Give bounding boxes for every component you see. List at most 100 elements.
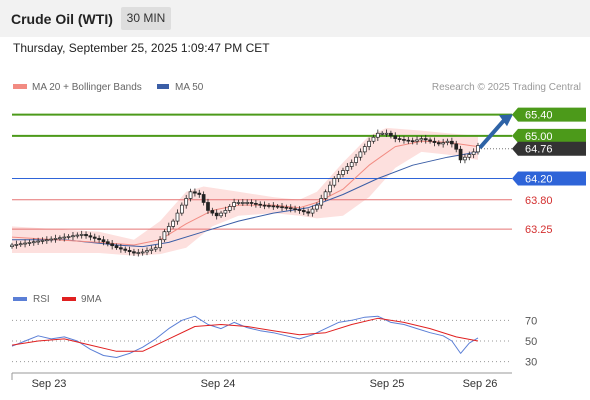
candle	[410, 137, 415, 145]
candle-body	[362, 146, 367, 153]
candle	[476, 142, 480, 155]
candle	[389, 130, 393, 139]
level-label-64.20: 64.20	[512, 171, 586, 186]
candle	[284, 204, 289, 211]
candle	[27, 239, 32, 246]
candle-body	[432, 140, 437, 143]
candle	[471, 148, 476, 159]
ma50-legend-label: MA 50	[175, 82, 204, 93]
candle-body	[114, 245, 119, 249]
candle	[236, 199, 241, 206]
projection-arrow-head	[499, 114, 513, 127]
instrument-title: Crude Oil (WTI)	[11, 11, 113, 27]
candle-body	[58, 237, 62, 240]
x-tick-label: Sep 25	[370, 378, 405, 390]
candle	[184, 194, 189, 209]
candle	[249, 199, 254, 207]
ma20-legend-label: MA 20 + Bollinger Bands	[32, 82, 142, 93]
candle	[188, 188, 193, 202]
candle-body	[445, 140, 450, 143]
ma50-legend-swatch	[157, 84, 169, 89]
credit-label: Research © 2025 Trading Central	[432, 82, 581, 93]
rsi-chart: 70 50 30	[11, 315, 537, 369]
candle-body	[288, 207, 293, 210]
candle	[18, 241, 23, 247]
candle-body	[458, 148, 463, 161]
candle	[406, 136, 411, 144]
timestamp: Thursday, September 25, 2025 1:09:47 PM …	[13, 41, 270, 55]
candle-body	[319, 198, 324, 206]
candle-body	[258, 203, 263, 206]
candle-body	[393, 135, 398, 139]
candle	[454, 140, 459, 153]
x-tick-label: Sep 24	[201, 378, 236, 390]
candle-body	[201, 194, 206, 203]
candle-body	[84, 234, 88, 237]
candle-body	[402, 139, 406, 141]
candle-body	[40, 240, 45, 242]
candle-body	[166, 226, 171, 233]
candle-body	[140, 251, 145, 254]
candle-body	[349, 162, 354, 167]
candle-body	[49, 238, 54, 241]
candle	[10, 242, 14, 249]
bollinger-band	[12, 127, 478, 256]
candle-body	[175, 212, 180, 222]
candle-body	[375, 132, 380, 138]
candle-body	[193, 191, 197, 194]
candle	[450, 137, 454, 148]
candle	[145, 247, 149, 256]
candle	[384, 129, 389, 137]
candle	[245, 199, 250, 206]
candle-body	[97, 238, 101, 241]
candle-body	[389, 132, 393, 137]
candle-body	[119, 247, 123, 250]
candle	[275, 204, 280, 209]
candle	[306, 208, 310, 217]
rsi-ma-legend-swatch	[62, 297, 76, 301]
projection-arrow-shaft	[479, 118, 506, 149]
rsi-line	[11, 315, 479, 358]
candle-body	[44, 239, 49, 242]
candle	[232, 198, 236, 211]
candle	[419, 135, 424, 143]
candle-body	[284, 206, 289, 209]
candle	[53, 234, 58, 243]
candle	[227, 204, 232, 213]
candle-body	[14, 244, 19, 246]
candle	[254, 199, 258, 208]
candle	[201, 191, 206, 206]
candle-body	[92, 236, 97, 239]
rsi-ma-line	[11, 317, 479, 352]
candle	[214, 209, 219, 220]
candle-body	[227, 206, 232, 211]
candle-body	[23, 242, 27, 245]
level-tag	[512, 141, 586, 156]
candle	[428, 137, 432, 144]
candle	[40, 237, 45, 245]
candle	[92, 233, 97, 242]
candle	[171, 218, 175, 229]
candle	[393, 132, 398, 143]
timeframe-badge[interactable]: 30 MIN	[121, 7, 171, 30]
candle	[223, 206, 228, 217]
candle-body	[75, 234, 80, 237]
candle	[349, 159, 354, 170]
candle	[31, 238, 36, 246]
candle	[136, 249, 141, 257]
candle-body	[184, 198, 189, 206]
candle	[75, 232, 80, 239]
candle-body	[53, 238, 58, 240]
candle-body	[267, 205, 271, 207]
candle-body	[66, 236, 71, 238]
candle-body	[380, 132, 385, 135]
rsi-level-label: 50	[525, 336, 537, 348]
candle	[310, 205, 315, 217]
candle	[197, 189, 202, 198]
candle	[49, 236, 54, 243]
candle	[162, 229, 167, 243]
candle-body	[301, 210, 306, 213]
rsi-legend-swatch	[13, 297, 27, 301]
candle-body	[158, 239, 162, 249]
